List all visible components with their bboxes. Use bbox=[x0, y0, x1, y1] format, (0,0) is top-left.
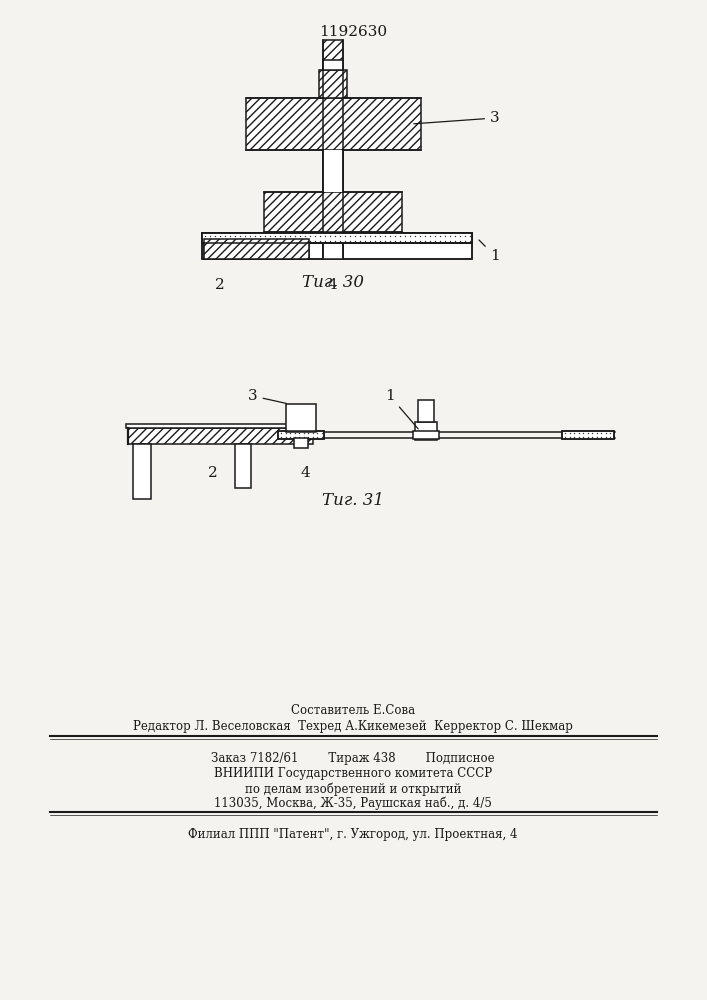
Bar bbox=[562, 431, 614, 439]
Text: 4: 4 bbox=[327, 278, 337, 292]
Text: 3: 3 bbox=[248, 389, 286, 403]
Bar bbox=[128, 428, 313, 444]
Text: 3: 3 bbox=[414, 111, 500, 125]
Text: 2: 2 bbox=[208, 466, 218, 480]
Text: Редактор Л. Веселовская  Техред А.Кикемезей  Керректор С. Шекмар: Редактор Л. Веселовская Техред А.Кикемез… bbox=[133, 720, 573, 733]
Bar bbox=[294, 438, 308, 448]
Text: 1: 1 bbox=[385, 389, 418, 429]
Bar bbox=[202, 233, 472, 243]
Bar bbox=[286, 404, 316, 432]
Bar bbox=[133, 444, 151, 499]
Bar bbox=[418, 400, 434, 422]
Bar bbox=[204, 239, 309, 259]
Text: Филиал ППП "Патент", г. Ужгород, ул. Проектная, 4: Филиал ППП "Патент", г. Ужгород, ул. Про… bbox=[188, 828, 518, 841]
Bar bbox=[202, 243, 472, 259]
Bar bbox=[413, 431, 439, 439]
Text: 1: 1 bbox=[479, 240, 500, 263]
Text: Τиг. 30: Τиг. 30 bbox=[302, 274, 364, 291]
Bar bbox=[202, 233, 472, 243]
Bar bbox=[246, 98, 421, 150]
Bar bbox=[264, 192, 402, 232]
Bar bbox=[278, 431, 324, 439]
Text: 2: 2 bbox=[215, 278, 225, 292]
Bar bbox=[278, 431, 324, 439]
Text: 4: 4 bbox=[300, 466, 310, 480]
Text: Τиг. 31: Τиг. 31 bbox=[322, 492, 384, 509]
Text: 1192630: 1192630 bbox=[319, 25, 387, 39]
Bar bbox=[235, 444, 251, 488]
Text: Заказ 7182/61        Тираж 438        Подписное: Заказ 7182/61 Тираж 438 Подписное bbox=[211, 752, 495, 765]
Bar bbox=[202, 233, 472, 243]
Bar bbox=[204, 239, 309, 259]
Bar bbox=[126, 424, 315, 428]
Text: 113035, Москва, Ж-35, Раушская наб., д. 4/5: 113035, Москва, Ж-35, Раушская наб., д. … bbox=[214, 797, 492, 810]
Bar bbox=[323, 150, 343, 192]
Bar bbox=[202, 243, 472, 259]
Text: Составитель Е.Сова: Составитель Е.Сова bbox=[291, 704, 415, 717]
Bar bbox=[323, 60, 343, 70]
Bar bbox=[562, 431, 614, 439]
Bar bbox=[202, 233, 472, 243]
Text: ВНИИПИ Государственного комитета СССР: ВНИИПИ Государственного комитета СССР bbox=[214, 767, 492, 780]
Bar bbox=[323, 40, 343, 257]
Bar bbox=[415, 422, 437, 440]
Bar bbox=[323, 233, 343, 259]
Bar bbox=[319, 70, 347, 98]
Text: по делам изобретений и открытий: по делам изобретений и открытий bbox=[245, 782, 461, 796]
